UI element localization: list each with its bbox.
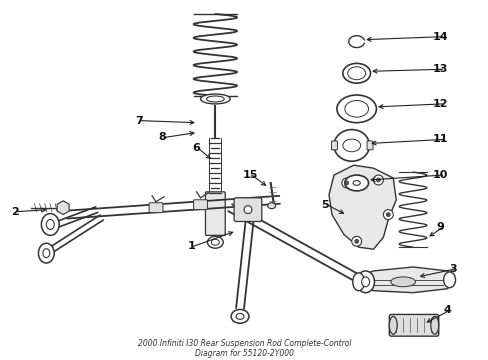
Ellipse shape [207, 237, 223, 248]
Ellipse shape [344, 175, 368, 191]
Text: 10: 10 [432, 170, 447, 180]
Ellipse shape [390, 277, 415, 287]
Text: 5: 5 [321, 200, 328, 210]
Ellipse shape [211, 239, 219, 245]
Text: 3: 3 [449, 264, 456, 274]
Ellipse shape [342, 63, 370, 83]
Ellipse shape [388, 316, 396, 334]
Ellipse shape [41, 213, 59, 235]
Circle shape [351, 237, 361, 246]
Text: 15: 15 [242, 170, 257, 180]
Polygon shape [328, 165, 395, 249]
Ellipse shape [430, 316, 438, 334]
Ellipse shape [333, 130, 369, 161]
Ellipse shape [43, 249, 50, 258]
Text: 7: 7 [135, 116, 143, 126]
Text: 1: 1 [187, 241, 195, 251]
FancyBboxPatch shape [366, 141, 372, 150]
FancyBboxPatch shape [388, 314, 438, 336]
Text: 2000 Infiniti I30 Rear Suspension Rod Complete-Control
Diagram for 55120-2Y000: 2000 Infiniti I30 Rear Suspension Rod Co… [138, 339, 350, 358]
Ellipse shape [267, 203, 275, 209]
Circle shape [354, 239, 358, 243]
Ellipse shape [236, 314, 244, 319]
Text: 9: 9 [436, 222, 444, 233]
Ellipse shape [352, 181, 360, 185]
Ellipse shape [206, 96, 224, 102]
Ellipse shape [39, 243, 54, 263]
Ellipse shape [361, 277, 369, 287]
Circle shape [386, 213, 389, 217]
FancyBboxPatch shape [193, 200, 207, 210]
Text: 4: 4 [443, 306, 450, 315]
Text: 8: 8 [158, 132, 165, 143]
Ellipse shape [347, 67, 365, 80]
FancyBboxPatch shape [331, 141, 337, 150]
Text: 2: 2 [11, 207, 19, 217]
Circle shape [373, 175, 383, 185]
Circle shape [383, 210, 392, 220]
Circle shape [344, 181, 348, 185]
Circle shape [244, 206, 251, 213]
Ellipse shape [336, 95, 376, 123]
Ellipse shape [46, 220, 54, 229]
Text: 14: 14 [432, 32, 447, 42]
FancyBboxPatch shape [205, 192, 225, 235]
Ellipse shape [344, 100, 368, 117]
Text: 11: 11 [432, 135, 447, 144]
Circle shape [341, 178, 351, 188]
Text: 12: 12 [432, 99, 447, 109]
Ellipse shape [356, 271, 374, 293]
Polygon shape [358, 267, 451, 293]
Ellipse shape [200, 94, 230, 104]
Ellipse shape [443, 272, 455, 288]
Ellipse shape [342, 139, 360, 152]
Text: 6: 6 [192, 143, 200, 153]
Text: 13: 13 [432, 64, 447, 74]
Ellipse shape [231, 310, 248, 323]
FancyBboxPatch shape [234, 198, 261, 221]
FancyBboxPatch shape [149, 203, 163, 213]
Circle shape [376, 178, 380, 182]
Ellipse shape [352, 273, 364, 291]
